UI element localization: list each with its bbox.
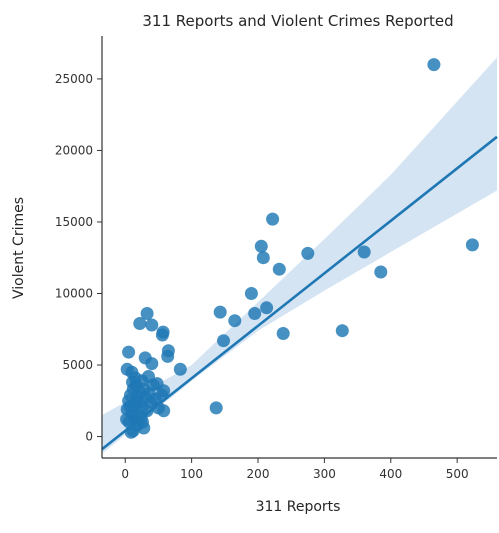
x-tick-label-0: 0 bbox=[121, 467, 129, 481]
data-point-11 bbox=[276, 327, 290, 340]
data-point-65 bbox=[126, 375, 139, 389]
y-axis-title: Violent Crimes bbox=[11, 197, 27, 299]
x-tick-label-100: 100 bbox=[180, 467, 203, 481]
data-point-67 bbox=[142, 387, 156, 401]
y-tick-label-25000: 25000 bbox=[55, 72, 93, 86]
data-point-7 bbox=[266, 212, 280, 226]
data-point-61 bbox=[120, 412, 134, 426]
x-tick-label-500: 500 bbox=[446, 467, 469, 481]
y-tick-label-0: 0 bbox=[85, 430, 93, 444]
data-point-2 bbox=[374, 265, 388, 279]
y-tick-label-15000: 15000 bbox=[55, 215, 93, 229]
y-tick-label-20000: 20000 bbox=[55, 143, 93, 157]
data-point-14 bbox=[228, 314, 242, 328]
data-point-15 bbox=[213, 305, 227, 319]
data-point-9 bbox=[254, 239, 268, 253]
x-tick-label-400: 400 bbox=[379, 467, 402, 481]
data-point-28 bbox=[145, 357, 159, 371]
data-point-1 bbox=[465, 238, 479, 252]
data-point-26 bbox=[122, 345, 136, 359]
x-tick-label-200: 200 bbox=[247, 467, 270, 481]
data-point-18 bbox=[173, 362, 187, 376]
data-point-3 bbox=[357, 245, 371, 259]
x-axis-title: 311 Reports bbox=[256, 499, 341, 515]
points-layer bbox=[120, 58, 479, 439]
axes-layer: 0 100 200 300 400 500050001000015000200002500… bbox=[55, 36, 497, 481]
data-point-24 bbox=[140, 307, 154, 320]
data-point-17 bbox=[209, 401, 223, 415]
data-point-13 bbox=[248, 307, 262, 320]
x-tick-label-300: 300 bbox=[313, 467, 336, 481]
y-tick-label-10000: 10000 bbox=[55, 286, 93, 300]
data-point-10 bbox=[260, 301, 274, 315]
chart-title: 311 Reports and Violent Crimes Reported bbox=[142, 12, 453, 30]
data-point-16 bbox=[217, 334, 230, 348]
data-point-5 bbox=[301, 246, 315, 260]
data-point-6 bbox=[272, 262, 286, 276]
data-point-8 bbox=[256, 251, 270, 265]
data-point-22 bbox=[155, 328, 169, 342]
data-point-20 bbox=[161, 349, 175, 363]
regression-line-layer bbox=[101, 135, 498, 451]
data-point-63 bbox=[132, 395, 145, 409]
data-point-25 bbox=[133, 317, 147, 330]
data-point-0 bbox=[427, 58, 441, 72]
y-tick-label-5000: 5000 bbox=[62, 358, 93, 372]
data-point-50 bbox=[157, 404, 171, 418]
regression-line bbox=[101, 135, 498, 451]
data-point-12 bbox=[244, 287, 258, 300]
data-point-23 bbox=[145, 318, 159, 332]
data-point-4 bbox=[335, 324, 349, 338]
